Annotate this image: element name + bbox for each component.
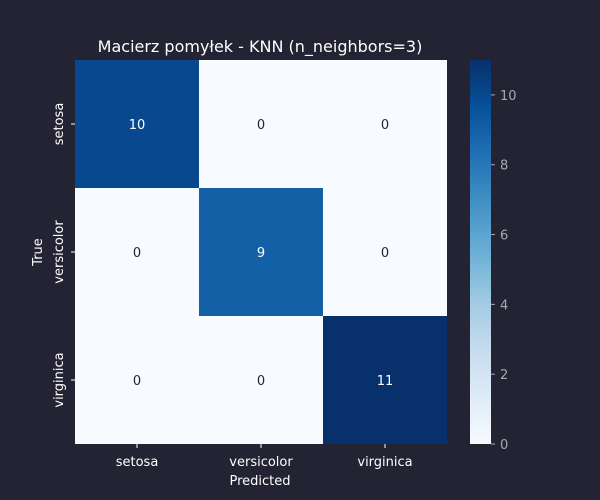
colorbar-tick-label: 4 <box>500 298 508 313</box>
x-axis-label: Predicted <box>229 474 290 489</box>
heatmap-cell <box>75 316 199 444</box>
y-tick-label: virginica <box>52 352 67 407</box>
colorbar-tick-label: 10 <box>500 89 517 104</box>
colorbar-tick-label: 6 <box>500 229 508 244</box>
cell-value-label: 9 <box>257 246 265 261</box>
cell-value-label: 0 <box>133 374 141 389</box>
x-tick-label: virginica <box>357 455 412 470</box>
y-tick-label: setosa <box>52 103 67 146</box>
cell-value-label: 0 <box>381 118 389 133</box>
x-axis-ticks: setosa versicolor virginica <box>116 444 413 470</box>
cell-value-label: 0 <box>257 374 265 389</box>
cell-value-label: 11 <box>377 374 394 389</box>
heatmap-cell <box>199 316 323 444</box>
y-tick-label: versicolor <box>52 220 67 284</box>
colorbar-ticks: 0 2 4 6 8 10 <box>491 89 517 453</box>
x-tick-label: setosa <box>116 455 159 470</box>
heatmap-cell <box>199 60 323 188</box>
colorbar-tick-label: 0 <box>500 438 508 453</box>
heatmap-cell <box>323 188 447 316</box>
chart-title: Macierz pomyłek - KNN (n_neighbors=3) <box>98 37 423 57</box>
heatmap-cell <box>75 60 199 188</box>
heatmap-cell <box>323 60 447 188</box>
cell-value-label: 0 <box>133 246 141 261</box>
y-axis-label: True <box>31 238 46 267</box>
heatmap-cell <box>199 188 323 316</box>
heatmap-cell <box>323 316 447 444</box>
colorbar-tick-label: 2 <box>500 368 508 383</box>
colorbar <box>470 60 491 444</box>
colorbar-tick-label: 8 <box>500 159 508 174</box>
cell-value-label: 0 <box>257 118 265 133</box>
cell-value-label: 10 <box>129 118 146 133</box>
cell-value-label: 0 <box>381 246 389 261</box>
x-tick-label: versicolor <box>229 455 293 470</box>
y-axis-ticks: setosa versicolor virginica <box>52 103 75 408</box>
heatmap-cell <box>75 188 199 316</box>
heatmap-cells: 10 0 0 0 9 0 0 0 11 <box>75 60 447 444</box>
